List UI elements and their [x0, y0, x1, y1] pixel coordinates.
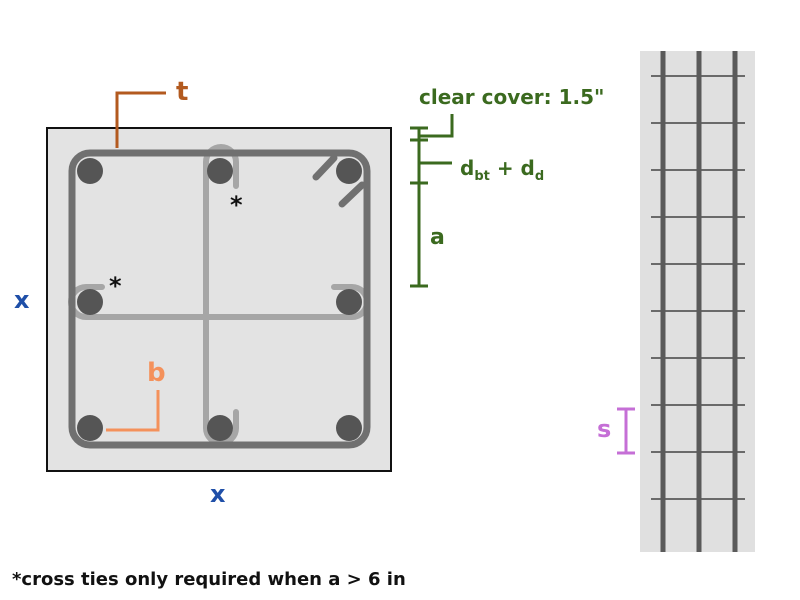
rebar [336, 158, 362, 184]
hook-extension-2 [338, 181, 366, 208]
tie-spacing-callout [617, 407, 635, 455]
column-elevation [640, 51, 755, 552]
footnote: *cross ties only required when a > 6 in [12, 569, 406, 590]
t-label: t [176, 77, 188, 107]
b-label: b [147, 358, 166, 388]
x-dimension-left: x [14, 286, 30, 314]
dbt-subscript: bt [474, 169, 490, 184]
perimeter-hoop [68, 149, 371, 449]
rebar [336, 289, 362, 315]
s-label: s [597, 415, 611, 443]
a-label: a [430, 225, 445, 250]
elevation-longitudinal-bars [660, 51, 738, 552]
rebar [207, 158, 233, 184]
concrete-section [46, 127, 392, 472]
column-cross-section: * * [46, 127, 392, 472]
clear-cover-label: clear cover: 1.5" [419, 85, 604, 109]
rebar [77, 289, 103, 315]
dbt-main: d [460, 156, 474, 180]
b-leader [106, 390, 160, 432]
clear-cover-leader [419, 114, 454, 138]
asterisk-mark: * [230, 191, 243, 219]
rebar [77, 158, 103, 184]
rebar [336, 415, 362, 441]
hook-extension-1 [312, 154, 338, 181]
rebar [77, 415, 103, 441]
tie-thickness-callout: t [115, 77, 188, 148]
rebar [207, 415, 233, 441]
dimension-chain [410, 114, 454, 288]
perimeter-tie [68, 149, 371, 449]
dbt-dd-label: dbt + dd [460, 156, 544, 184]
dd-subscript: d [535, 169, 544, 184]
x-dimension-bottom: x [210, 480, 226, 508]
bar-spacing-callout: b [106, 358, 166, 432]
plus-d: + d [490, 156, 535, 180]
asterisk-mark: * [109, 272, 122, 300]
longitudinal-bars [77, 158, 362, 441]
t-leader [115, 91, 166, 148]
